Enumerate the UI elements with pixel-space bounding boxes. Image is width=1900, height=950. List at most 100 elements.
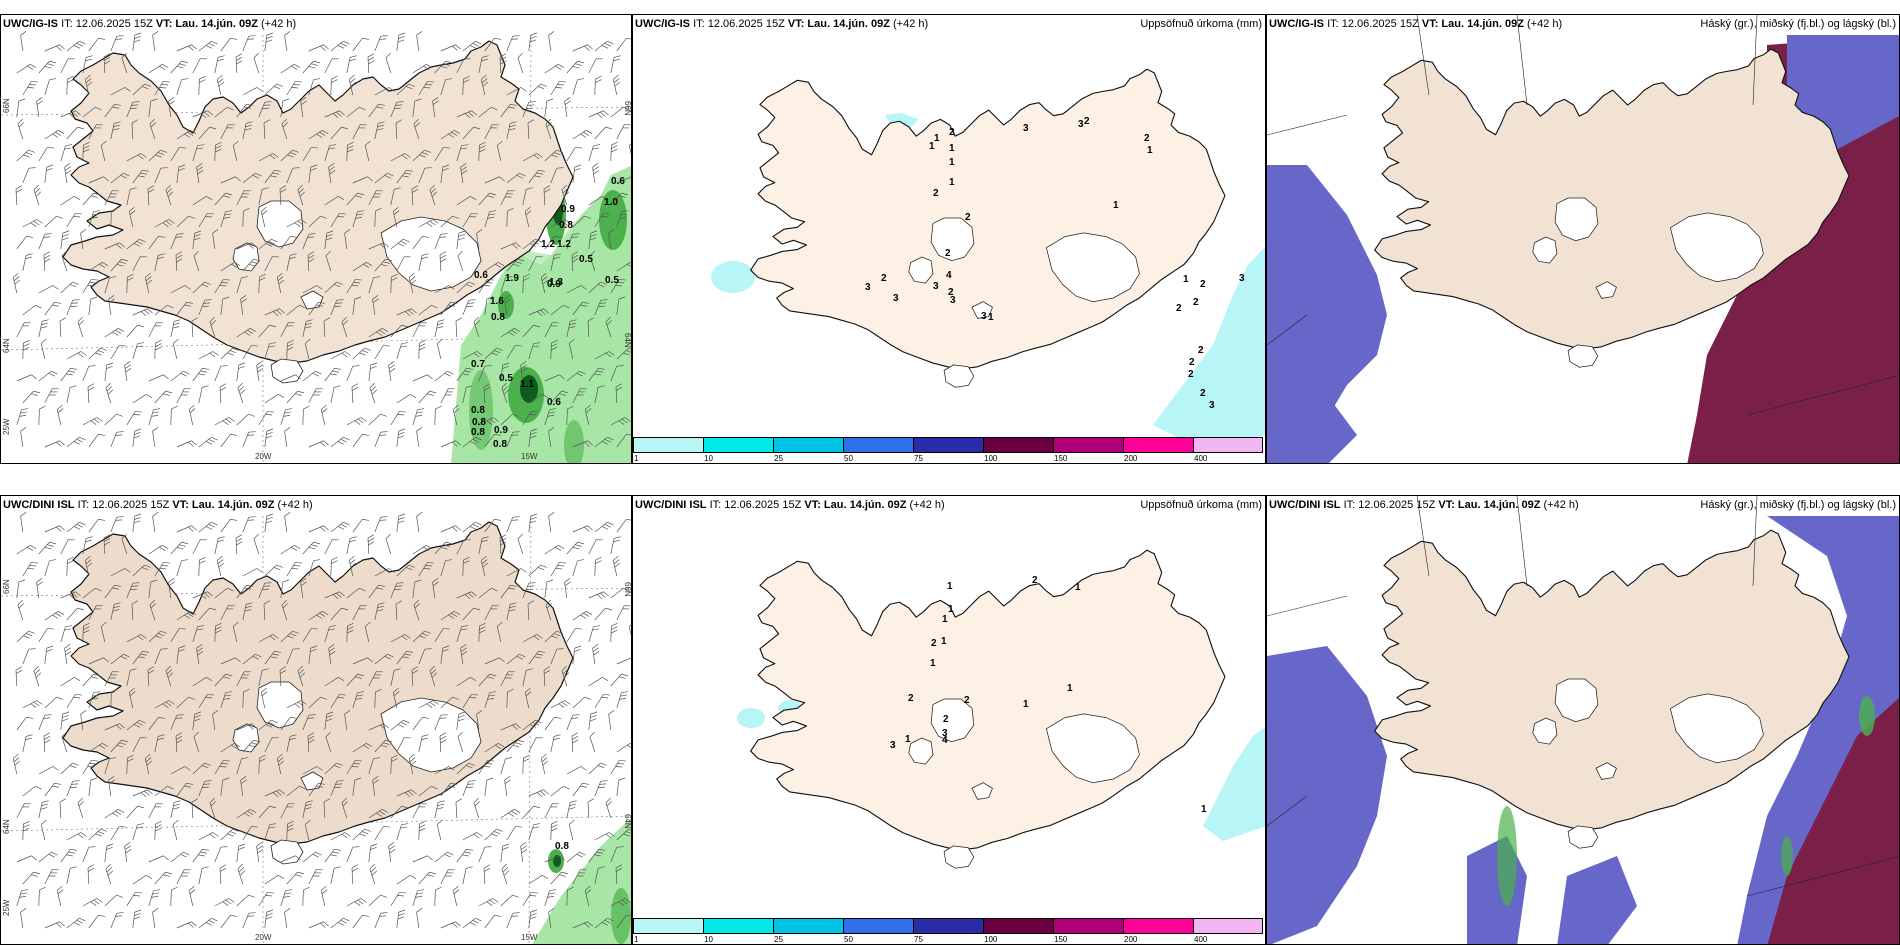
precip-area-light [711, 261, 755, 293]
wind-barb [110, 912, 124, 929]
wind-barb [88, 828, 107, 841]
precip-value-label: 1.9 [505, 273, 519, 284]
wind-barb [192, 110, 213, 119]
wind-barb [584, 404, 592, 426]
wind-barb [132, 909, 142, 929]
wind-barb [346, 365, 360, 382]
precip-value-label: 2 [1188, 369, 1194, 380]
wind-barb [478, 898, 499, 907]
wind-barb [232, 140, 239, 162]
wind-barb [128, 687, 136, 709]
wind-barb [500, 242, 521, 250]
wind-barb [408, 272, 417, 294]
wind-barb [418, 81, 435, 96]
wind-barb [484, 828, 503, 841]
wind-barb [368, 362, 378, 382]
precip-value-label: 3 [942, 728, 948, 739]
wind-barb [264, 789, 285, 798]
wind-barb [544, 544, 565, 555]
wind-barb [154, 81, 171, 96]
wind-barb [372, 295, 379, 316]
wind-barb [324, 591, 345, 600]
wind-barb [506, 35, 520, 52]
wind-barb [300, 578, 307, 599]
wind-barb [396, 83, 415, 96]
wind-barb [172, 819, 179, 841]
precip-value-label: 0.9 [494, 425, 508, 436]
wind-barb [260, 687, 268, 709]
wind-barb [192, 591, 213, 600]
wind-barb [242, 688, 250, 709]
glacier [300, 290, 324, 310]
wind-barb [395, 600, 402, 621]
wind-barb [588, 230, 598, 250]
wind-barb [154, 700, 175, 709]
wind-barb [412, 630, 431, 643]
wind-barb [88, 37, 106, 52]
wind-barb [44, 645, 54, 665]
wind-barb [281, 118, 288, 140]
wind-barb [540, 753, 549, 775]
wind-barb [128, 206, 136, 228]
wind-barb [20, 427, 27, 448]
wind-barb [385, 533, 392, 555]
wind-barb [258, 582, 272, 599]
wind-barb [302, 766, 323, 775]
wind-barb [60, 676, 81, 687]
wind-barb [594, 75, 602, 96]
wind-barb [610, 673, 629, 687]
wind-barb [550, 81, 567, 96]
wind-barb [16, 63, 37, 74]
wind-barb [214, 898, 235, 907]
wind-barb [242, 653, 262, 665]
precip-colorbar: 1 10 25 50 75 100 150 200 400 [633, 437, 1263, 463]
wind-barb [198, 832, 219, 841]
precip-values: 0.8 [555, 841, 569, 852]
wind-barb [121, 533, 128, 555]
wind-barb [500, 584, 518, 599]
wind-barb [368, 190, 383, 206]
grid-line [1752, 15, 1758, 106]
wind-barb [308, 129, 329, 140]
wind-barb [545, 118, 552, 140]
wind-barb [82, 55, 93, 74]
wind-barb [154, 339, 162, 360]
wind-barb [240, 295, 247, 316]
wind-barb [456, 281, 475, 294]
wind-barb [236, 276, 249, 294]
wind-barb [616, 347, 631, 360]
precip-value-label: 2 [964, 695, 970, 706]
colorbar-swatch [1123, 437, 1193, 453]
wind-barb [168, 97, 175, 118]
wind-barb [506, 345, 523, 360]
precip-value-label: 3 [1023, 123, 1029, 134]
wind-barb [302, 60, 321, 74]
wind-barb [550, 167, 564, 184]
wind-barb [440, 129, 461, 140]
wind-barb [412, 889, 425, 907]
precip-value-label: 2 [1200, 279, 1206, 290]
wind-barb [144, 272, 153, 294]
wind-barb [330, 780, 344, 797]
wind-barb [544, 374, 565, 382]
lead-time: (+42 h) [1543, 499, 1579, 511]
wind-barb [126, 411, 143, 426]
wind-barb [36, 578, 43, 599]
colorbar-tick-label: 1 [634, 454, 639, 463]
wind-barb [154, 648, 168, 665]
precip-value-label: 2 [945, 248, 951, 259]
wind-barb [396, 32, 406, 52]
colorbar-tick-label: 200 [1124, 454, 1138, 463]
wind-barb [484, 433, 502, 448]
wind-barb [504, 776, 511, 797]
wind-barb [566, 800, 577, 819]
panel-title: UWC/DINI ISL IT: 12.06.2025 15Z VT: Lau.… [3, 499, 313, 511]
precip-area-mid [599, 190, 627, 250]
wind-barb [418, 390, 437, 404]
wind-barb [280, 855, 301, 863]
wind-barb [462, 917, 482, 929]
wind-barb [496, 140, 503, 162]
precip-value-label: 1.0 [604, 197, 618, 208]
wind-barb [302, 285, 323, 294]
wind-barb [16, 803, 31, 819]
